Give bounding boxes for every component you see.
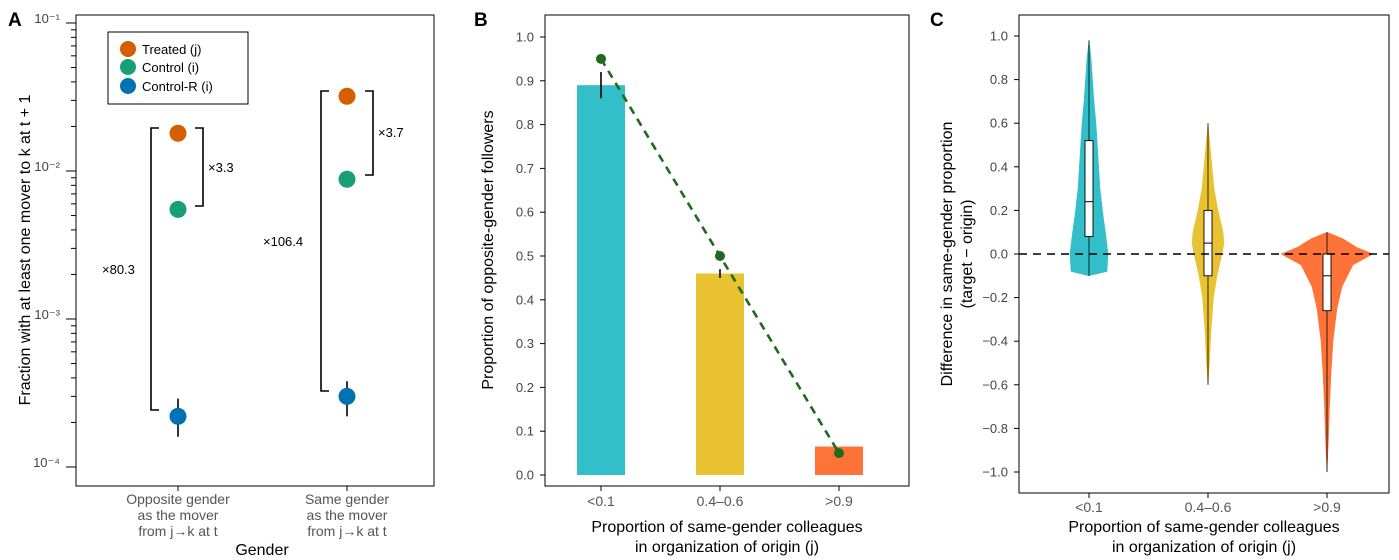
panel-a-marks <box>169 87 356 437</box>
panel-b: B 0.0 0.1 0.2 0.3 0.4 0.5 0.6 0.7 0.8 0.9 1.0 Prop… <box>474 10 910 556</box>
panel-c-ytick-label: −0.8 <box>982 421 1008 436</box>
panel-a-category-label: Same gender <box>305 491 389 507</box>
panel-b-ytick-label: 0.9 <box>516 73 534 88</box>
panel-c-category-label: 0.4–0.6 <box>1185 499 1232 515</box>
panel-c-ytick-label: 0.4 <box>990 159 1008 174</box>
panel-b-frame <box>544 14 910 487</box>
panel-c-x-ticks: <0.1 0.4–0.6 >0.9 <box>1075 493 1341 515</box>
ratio-label: ×3.3 <box>208 160 234 175</box>
panel-b-y-axis-title: Proportion of opposite-gender followers <box>480 110 497 389</box>
panel-a-y-ticks <box>66 22 76 468</box>
panel-a-category-label: from j→k at t <box>307 523 386 539</box>
trend-point <box>596 53 606 64</box>
trend-point <box>834 448 844 459</box>
bar <box>577 85 625 476</box>
bracket <box>320 90 329 392</box>
box <box>1084 140 1094 238</box>
panel-b-ytick-label: 0.3 <box>516 336 534 351</box>
legend-marker <box>120 41 136 57</box>
panel-a-y-axis-title: Fraction with at least one mover to k at… <box>17 94 34 405</box>
ratio-label: ×80.3 <box>102 262 135 277</box>
panel-b-ytick-label: 0.6 <box>516 205 534 220</box>
panel-b-x-axis-title: in organization of origin (j) <box>635 539 819 556</box>
panel-a-category-label: as the mover <box>307 507 388 523</box>
panel-b-ytick-label: 0.1 <box>516 424 534 439</box>
box <box>1322 253 1332 312</box>
ratio-label: ×106.4 <box>263 234 303 249</box>
panel-a-brackets <box>150 90 374 411</box>
legend-entry: Treated (j) <box>142 42 201 57</box>
data-point <box>169 200 187 218</box>
bracket <box>195 127 204 207</box>
panel-c-ytick-label: 1.0 <box>990 29 1008 44</box>
legend-entry: Control (i) <box>142 60 199 75</box>
ratio-label: ×3.7 <box>378 125 404 140</box>
bracket <box>150 127 159 411</box>
panel-c-ytick-label: 0.6 <box>990 116 1008 131</box>
bracket <box>365 90 374 176</box>
panel-a-label: A <box>8 10 22 31</box>
data-point <box>338 170 356 188</box>
panel-c-y-axis-title: Difference in same-gender proportion <box>939 122 956 387</box>
panel-c-ytick-label: −0.4 <box>982 334 1008 349</box>
panel-a-category-label: from j→k at t <box>138 523 217 539</box>
panel-b-ytick-label: 0.8 <box>516 117 534 132</box>
panel-a: A 10⁻¹ 10⁻² 10⁻³ 10⁻⁴ Fraction with at l… <box>8 10 435 559</box>
panel-b-ytick-label: 0.7 <box>516 161 534 176</box>
data-point <box>169 407 187 425</box>
panel-a-ytick-label: 10⁻² <box>34 159 60 174</box>
panel-a-ytick-label: 10⁻⁴ <box>33 455 60 470</box>
panel-c-y-axis-title: (target − origin) <box>959 200 976 309</box>
panel-c-marks <box>1019 40 1389 473</box>
data-point <box>169 124 187 142</box>
panel-a-category-label: Opposite gender <box>126 491 230 507</box>
panel-b-x-ticks: <0.1 0.4–0.6 >0.9 <box>587 486 853 509</box>
panel-c-y-ticks: −1.0 −0.8 −0.6 −0.4 −0.2 0.0 0.2 0.4 0.6 0.8 1.0 <box>982 29 1019 480</box>
panel-b-x-axis-title: Proportion of same-gender colleagues <box>591 519 862 536</box>
panel-a-legend: Treated (j) Control (i) Control-R (i) <box>107 31 249 105</box>
panel-c-category-label: >0.9 <box>1313 499 1341 515</box>
panel-a-frame <box>75 14 435 487</box>
panel-b-y-ticks: 0.0 0.1 0.2 0.3 0.4 0.5 0.6 0.7 0.8 0.9 1.0 <box>516 30 545 483</box>
trend-point <box>715 251 725 261</box>
panel-b-marks <box>577 53 863 476</box>
panel-c-ytick-label: −0.6 <box>982 377 1008 392</box>
panel-b-category-label: <0.1 <box>587 493 615 509</box>
panel-b-label: B <box>474 10 488 31</box>
panel-b-ytick-label: 1.0 <box>516 30 534 45</box>
legend-marker <box>120 78 136 94</box>
panel-c-ytick-label: −0.2 <box>982 290 1008 305</box>
panel-c-category-label: <0.1 <box>1075 499 1103 515</box>
panel-c: C −1.0 −0.8 −0.6 −0.4 −0.2 0.0 0.2 0.4 0.6 0.8 1.0… <box>930 10 1390 556</box>
panel-c-ytick-label: 0.0 <box>990 247 1008 262</box>
panel-c-ytick-label: −1.0 <box>982 465 1008 480</box>
panel-c-label: C <box>930 10 944 31</box>
data-point <box>338 87 356 105</box>
panel-b-ytick-label: 0.5 <box>516 249 534 264</box>
panel-c-ytick-label: 0.8 <box>990 72 1008 87</box>
panel-a-x-axis-title: Gender <box>235 542 289 559</box>
panel-a-ytick-label: 10⁻¹ <box>34 11 60 26</box>
panel-a-ytick-label: 10⁻³ <box>34 307 60 322</box>
bar <box>696 273 744 475</box>
panel-c-ytick-label: 0.2 <box>990 203 1008 218</box>
panel-b-category-label: >0.9 <box>825 493 853 509</box>
panel-a-category-label: as the mover <box>138 507 219 523</box>
panel-b-ytick-label: 0.4 <box>516 292 534 307</box>
panel-b-ytick-label: 0.2 <box>516 380 534 395</box>
panel-b-ytick-label: 0.0 <box>516 468 534 483</box>
legend-marker <box>120 59 136 75</box>
panel-c-x-axis-title: in organization of origin (j) <box>1112 539 1296 556</box>
panel-b-category-label: 0.4–0.6 <box>697 493 744 509</box>
data-point <box>338 387 356 405</box>
legend-entry: Control-R (i) <box>142 79 213 94</box>
panel-c-x-axis-title: Proportion of same-gender colleagues <box>1068 519 1339 536</box>
